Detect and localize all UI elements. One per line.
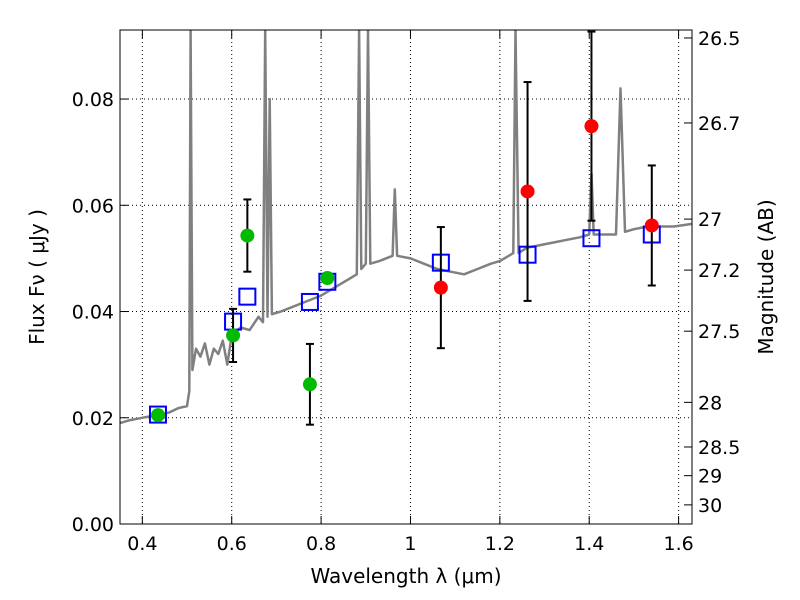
right-tick-label: 29: [698, 466, 722, 488]
y-tick-label: 0.06: [72, 195, 114, 217]
y-axis-title: Flux Fν ( μJy ): [25, 209, 49, 345]
right-tick-label: 27.2: [698, 260, 740, 282]
right-tick-label: 28.5: [698, 437, 740, 459]
right-tick-label: 27.5: [698, 321, 740, 343]
model-photometry-square: [238, 287, 257, 306]
nir-detection-point: [520, 184, 535, 199]
right-tick-label: 26.7: [698, 113, 740, 135]
y-tick-label: 0.02: [72, 408, 114, 430]
model-photometry-square: [148, 405, 167, 424]
x-tick-label: 1: [404, 533, 416, 555]
right-axis-title: Magnitude (AB): [754, 199, 778, 354]
right-tick-label: 27: [698, 209, 722, 231]
right-tick-label: 28: [698, 392, 722, 414]
right-tick-label: 30: [698, 495, 722, 517]
optical-detection-point: [240, 228, 255, 243]
right-tick-label: 26.5: [698, 28, 740, 50]
markers: [148, 30, 661, 426]
x-tick-label: 1.2: [485, 533, 515, 555]
model-photometry-square: [582, 229, 601, 248]
optical-detection-point: [302, 377, 317, 392]
x-axis-title: Wavelength λ (μm): [310, 564, 501, 588]
optical-detection-point: [320, 271, 335, 286]
x-tick-label: 1.6: [663, 533, 693, 555]
nir-detection-point: [433, 280, 448, 295]
y-tick-label: 0.08: [72, 89, 114, 111]
y-tick-label: 0.04: [72, 302, 114, 324]
model-photometry-square: [300, 292, 319, 311]
x-tick-label: 0.4: [127, 533, 157, 555]
ticks: 0.4 0.6 0.8 1 1.2 1.4 1.6 0.00 0.02 0.04 0.06 0.08 2…: [72, 28, 741, 555]
plot-area: [120, 30, 692, 425]
x-tick-label: 0.6: [217, 533, 247, 555]
optical-detection-point: [150, 408, 165, 423]
optical-detection-point: [226, 328, 241, 343]
plot-background: [120, 30, 692, 524]
nir-detection-point: [644, 218, 659, 233]
model-spectrum-line: [120, 30, 692, 425]
y-tick-label: 0.00: [72, 514, 114, 536]
plot-frame: [119, 29, 693, 525]
x-tick-label: 1.4: [574, 533, 604, 555]
x-tick-label: 0.8: [306, 533, 336, 555]
nir-detection-point: [584, 119, 599, 134]
